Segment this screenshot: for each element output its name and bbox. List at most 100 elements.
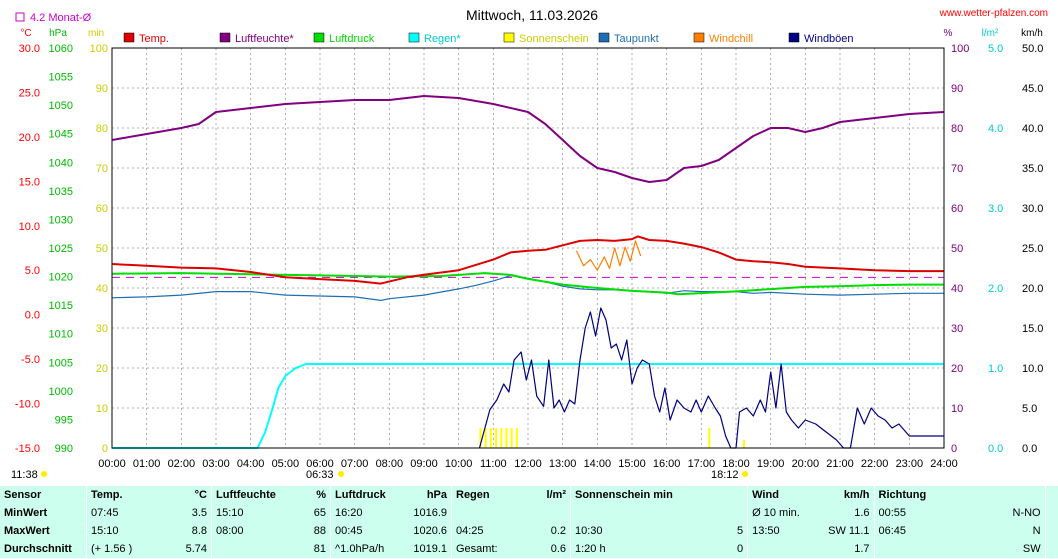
rain-tick-label: 1.0	[988, 363, 1003, 375]
chart-background	[0, 0, 1058, 486]
summary-header-row: Sensor Temp. °C Luftfeuchte % Luftdruck …	[0, 486, 1058, 504]
sun-tick-label: 80	[96, 123, 108, 135]
summary-row-max: MaxWert 15:10 8.8 08:00 88 00:45 1020.6 …	[0, 522, 1058, 540]
sunshine-bar	[484, 428, 487, 448]
cell-hum-time	[211, 540, 302, 558]
cell-temp-time: (+ 1.56 )	[86, 540, 173, 558]
sunrise-label: 06:33	[306, 469, 334, 481]
cell-wind-val: 1.7	[854, 543, 870, 555]
cell-sun-val: 0	[737, 543, 744, 555]
summary-row-min: MinWert 07:45 3.5 15:10 65 16:20 1016.9 …	[0, 504, 1058, 522]
x-tick-label: 24:00	[930, 458, 958, 470]
pressure-tick-label: 1055	[49, 72, 73, 84]
legend-label-6: Windchill	[709, 33, 753, 45]
x-tick-label: 09:00	[410, 458, 438, 470]
legend-label-3: Regen*	[424, 33, 461, 45]
hdr-sun: Sonnenschein min	[569, 486, 748, 504]
wind-tick-label: 45.0	[1022, 83, 1043, 95]
sun-tick-label: 10	[96, 403, 108, 415]
sunshine-bar	[505, 428, 508, 448]
cell-sun-time	[570, 504, 700, 522]
x-tick-label: 00:00	[98, 458, 126, 470]
x-tick-label: 03:00	[202, 458, 230, 470]
humidity-tick-label: 100	[951, 43, 969, 55]
legend-label-5: Taupunkt	[614, 33, 659, 45]
weather-chart: Mittwoch, 11.03.2026 www.wetter-pfalzen.…	[0, 0, 1058, 486]
legend-swatch-4	[503, 32, 515, 43]
x-tick-label: 23:00	[896, 458, 924, 470]
unit-sun: min	[88, 28, 104, 39]
hdr-sensor: Sensor	[4, 489, 42, 501]
x-tick-label: 11:00	[480, 458, 507, 470]
x-tick-label: 15:00	[618, 458, 646, 470]
humidity-tick-label: 90	[951, 83, 963, 95]
chart-series	[111, 95, 945, 449]
temp-tick-label: 20.0	[19, 132, 40, 144]
temp-tick-label: -10.0	[15, 399, 40, 411]
sun-tick-label: 100	[90, 43, 108, 55]
sunshine-bar	[742, 440, 745, 448]
pressure-tick-label: 995	[55, 414, 73, 426]
unit-wind: km/h	[1021, 28, 1043, 39]
sunshine-bar	[708, 428, 711, 448]
legend-label-7: Windböen	[804, 33, 854, 45]
wind-tick-label: 40.0	[1022, 123, 1043, 135]
series-line-luftfeuchte	[111, 95, 945, 183]
hdr-temp-unit: °C	[194, 489, 207, 501]
x-tick-label: 12:00	[514, 458, 542, 470]
sun-tick-label: 20	[96, 363, 108, 375]
cell-dir-val: SW	[1022, 543, 1041, 555]
hdr-direction: Richtung	[873, 486, 1046, 504]
plot-frame	[111, 47, 945, 449]
site-link[interactable]: www.wetter-pfalzen.com	[939, 8, 1048, 19]
legend-swatch-7	[788, 32, 800, 43]
x-tick-label: 22:00	[861, 458, 889, 470]
sunshine-bar	[479, 428, 482, 448]
pressure-tick-label: 1005	[49, 357, 73, 369]
chart-title: Mittwoch, 11.03.2026	[466, 7, 598, 23]
series-line-taupunkt	[111, 275, 944, 301]
pressure-tick-label: 1040	[49, 157, 73, 169]
wind-tick-label: 0.0	[1022, 443, 1037, 455]
humidity-tick-label: 80	[951, 123, 963, 135]
sunshine-bar	[510, 428, 513, 448]
series-line-windchill	[575, 240, 642, 271]
hdr-rain: Regen	[451, 486, 530, 504]
pressure-tick-label: 1060	[49, 43, 73, 55]
sun-tick-label: 60	[96, 203, 108, 215]
x-tick-label: 06:00	[306, 458, 334, 470]
x-tick-label: 10:00	[445, 458, 473, 470]
legend-label-4: Sonnenschein	[519, 33, 589, 45]
temp-tick-label: 10.0	[19, 221, 40, 233]
chart-legend: Temp. Luftfeuchte* Luftdruck Regen* Sonnensc…	[123, 32, 854, 45]
x-tick-label: 17:00	[688, 458, 716, 470]
cell-dir-time: 00:55	[873, 504, 959, 522]
cell-rain-time: Gesamt:	[451, 540, 530, 558]
wind-tick-label: 25.0	[1022, 243, 1043, 255]
sun-tick-label: 90	[96, 83, 108, 95]
cell-press-val: 1019.1	[413, 543, 447, 555]
hdr-wind: Wind	[747, 486, 825, 504]
legend-swatch-1	[219, 32, 231, 43]
cell-dir-val: N-NO	[1012, 507, 1041, 519]
cell-sun-time: 10:30	[570, 522, 700, 540]
series-line-luftdruck	[111, 272, 944, 296]
rain-tick-label: 5.0	[988, 43, 1003, 55]
legend-swatch-5	[598, 32, 610, 43]
summary-row-avg: Durchschnitt (+ 1.56 ) 5.74 81 ^1.0hPa/h…	[0, 540, 1058, 558]
wind-tick-label: 20.0	[1022, 283, 1043, 295]
temp-tick-label: -5.0	[21, 354, 40, 366]
x-tick-label: 13:00	[549, 458, 577, 470]
sun-tick-label: 40	[96, 283, 108, 295]
wind-tick-label: 30.0	[1022, 203, 1043, 215]
x-tick-label: 01:00	[133, 458, 161, 470]
pressure-tick-label: 1025	[49, 243, 73, 255]
cell-rain-val: 0.6	[550, 543, 566, 555]
legend-swatch-2	[313, 32, 325, 43]
cell-wind-val: 1.6	[854, 507, 870, 519]
x-tick-label: 21:00	[826, 458, 854, 470]
temp-tick-label: 0.0	[25, 310, 40, 322]
cell-wind-time	[747, 540, 825, 558]
humidity-tick-label: 70	[951, 163, 963, 175]
row-label: MaxWert	[4, 525, 50, 537]
